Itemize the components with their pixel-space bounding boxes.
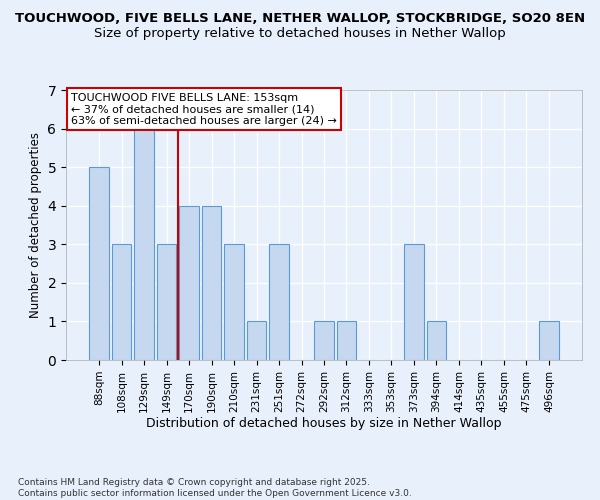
Bar — [337, 322, 356, 360]
Bar — [247, 322, 266, 360]
Bar — [269, 244, 289, 360]
Bar — [202, 206, 221, 360]
Bar — [314, 322, 334, 360]
Bar — [539, 322, 559, 360]
Bar — [224, 244, 244, 360]
Text: TOUCHWOOD, FIVE BELLS LANE, NETHER WALLOP, STOCKBRIDGE, SO20 8EN: TOUCHWOOD, FIVE BELLS LANE, NETHER WALLO… — [15, 12, 585, 26]
Bar — [404, 244, 424, 360]
Text: TOUCHWOOD FIVE BELLS LANE: 153sqm
← 37% of detached houses are smaller (14)
63% : TOUCHWOOD FIVE BELLS LANE: 153sqm ← 37% … — [71, 92, 337, 126]
Bar — [89, 167, 109, 360]
Y-axis label: Number of detached properties: Number of detached properties — [29, 132, 42, 318]
Bar — [134, 128, 154, 360]
Bar — [179, 206, 199, 360]
X-axis label: Distribution of detached houses by size in Nether Wallop: Distribution of detached houses by size … — [146, 418, 502, 430]
Text: Size of property relative to detached houses in Nether Wallop: Size of property relative to detached ho… — [94, 28, 506, 40]
Bar — [157, 244, 176, 360]
Bar — [112, 244, 131, 360]
Bar — [427, 322, 446, 360]
Text: Contains HM Land Registry data © Crown copyright and database right 2025.
Contai: Contains HM Land Registry data © Crown c… — [18, 478, 412, 498]
